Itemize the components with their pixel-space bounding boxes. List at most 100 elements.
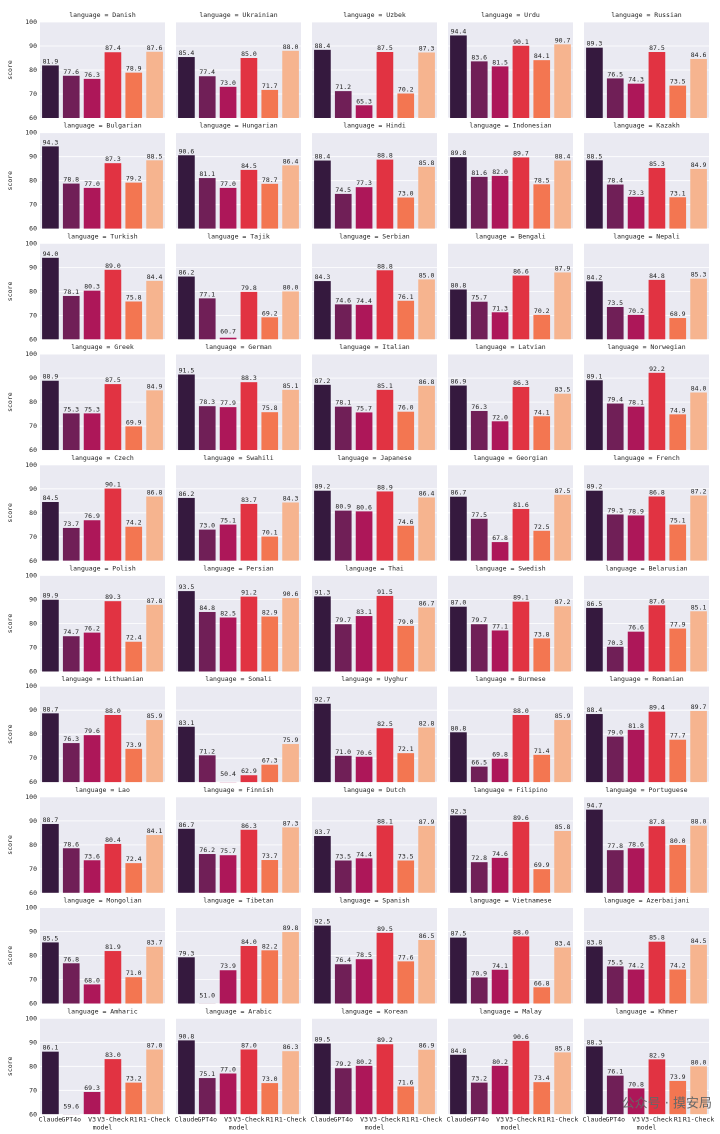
value-label: 83.6 — [471, 53, 487, 61]
value-label: 87.3 — [105, 155, 121, 163]
bar — [334, 193, 352, 229]
bar — [533, 184, 551, 229]
panel-title: language = Spanish — [339, 897, 410, 905]
bar — [554, 830, 571, 893]
bar — [586, 380, 603, 451]
y-tick-label: 80 — [29, 730, 37, 738]
y-tick-label: 90 — [29, 42, 37, 50]
bar — [586, 490, 603, 561]
value-label: 84.3 — [315, 273, 331, 281]
bar — [669, 524, 687, 561]
y-tick-label: 100 — [25, 239, 37, 247]
value-label: 75.1 — [199, 1070, 215, 1078]
value-label: 73.5 — [335, 853, 351, 861]
x-tick-label: R1 — [674, 1115, 682, 1123]
value-label: 94.0 — [43, 250, 59, 258]
value-label: 79.2 — [335, 1060, 351, 1068]
y-tick-label: 80 — [29, 841, 37, 849]
bar — [418, 727, 435, 783]
value-label: 71.2 — [199, 747, 215, 755]
value-label: 76.2 — [84, 625, 100, 633]
bar — [512, 821, 530, 893]
value-label: 72.5 — [534, 523, 550, 531]
bar-group — [178, 276, 299, 340]
value-label: 80.2 — [356, 1058, 372, 1066]
bar — [512, 45, 530, 118]
value-label: 84.8 — [199, 604, 215, 612]
value-label: 76.5 — [607, 70, 623, 78]
value-label: 78.8 — [63, 176, 79, 184]
bar — [178, 726, 195, 783]
bar — [690, 944, 707, 1004]
x-tick-label: Claude — [583, 1115, 607, 1123]
value-label: 82.0 — [492, 168, 508, 176]
bar — [261, 764, 279, 783]
value-label: 70.8 — [628, 1080, 644, 1088]
y-axis-label: score — [6, 946, 14, 966]
value-label: 73.0 — [220, 79, 236, 87]
bar — [219, 855, 237, 893]
value-label: 86.7 — [419, 599, 435, 607]
value-label: 85.1 — [691, 603, 707, 611]
value-label: 86.3 — [283, 1043, 299, 1051]
bar — [491, 542, 509, 561]
x-tick-label: V3 — [224, 1115, 232, 1123]
value-label: 89.1 — [587, 372, 603, 380]
bar — [648, 372, 666, 451]
value-label: 81.8 — [628, 722, 644, 730]
value-label: 84.0 — [241, 938, 257, 946]
value-label: 84.5 — [691, 937, 707, 945]
value-label: 80.8 — [451, 281, 467, 289]
value-label: 77.6 — [398, 953, 414, 961]
bar-group — [42, 824, 163, 893]
y-axis-label: score — [6, 614, 14, 634]
value-label: 87.5 — [377, 44, 393, 52]
x-tick-label: R1-Check — [139, 1115, 170, 1123]
panel-title: language = Nepali — [613, 232, 680, 240]
bar — [314, 281, 331, 340]
y-tick-label: 60 — [29, 114, 37, 122]
value-label: 87.9 — [419, 818, 435, 826]
value-label: 91.5 — [377, 588, 393, 596]
bar — [282, 744, 299, 783]
value-label: 87.9 — [555, 264, 571, 272]
bar — [586, 160, 603, 229]
value-label: 83.0 — [105, 1051, 121, 1059]
value-label: 73.9 — [126, 741, 142, 749]
value-label: 80.3 — [84, 283, 100, 291]
y-axis-label: score — [6, 60, 14, 80]
x-tick-label: GPT4o — [605, 1115, 625, 1123]
y-tick-label: 80 — [29, 177, 37, 185]
x-tick-label: R1-Check — [411, 1115, 442, 1123]
bar — [104, 488, 122, 561]
value-label: 77.5 — [471, 511, 487, 519]
x-tick-label: GPT4o — [197, 1115, 217, 1123]
x-tick-label: Claude — [311, 1115, 335, 1123]
bar — [334, 860, 352, 893]
bar — [606, 78, 624, 118]
bar — [314, 925, 331, 1004]
bar — [104, 163, 122, 229]
value-label: 74.4 — [356, 297, 372, 305]
value-label: 88.4 — [587, 706, 603, 714]
bar-group — [586, 1046, 707, 1115]
bar — [376, 1044, 394, 1115]
bar — [83, 984, 101, 1004]
value-label: 87.5 — [451, 930, 467, 938]
value-label: 77.1 — [199, 290, 215, 298]
value-label: 76.9 — [84, 512, 100, 520]
bar — [334, 91, 352, 118]
panel-title: language = Portuguese — [605, 786, 687, 794]
bar — [219, 187, 237, 229]
x-tick-label: V3 — [632, 1115, 640, 1123]
y-tick-label: 70 — [29, 1086, 37, 1094]
bar — [606, 184, 624, 229]
bar — [533, 530, 551, 561]
bar-group — [450, 715, 571, 783]
value-label: 69.8 — [492, 751, 508, 759]
y-tick-label: 70 — [29, 976, 37, 984]
value-label: 89.2 — [377, 1036, 393, 1044]
y-axis-label: score — [6, 1056, 14, 1076]
bar — [627, 969, 645, 1004]
